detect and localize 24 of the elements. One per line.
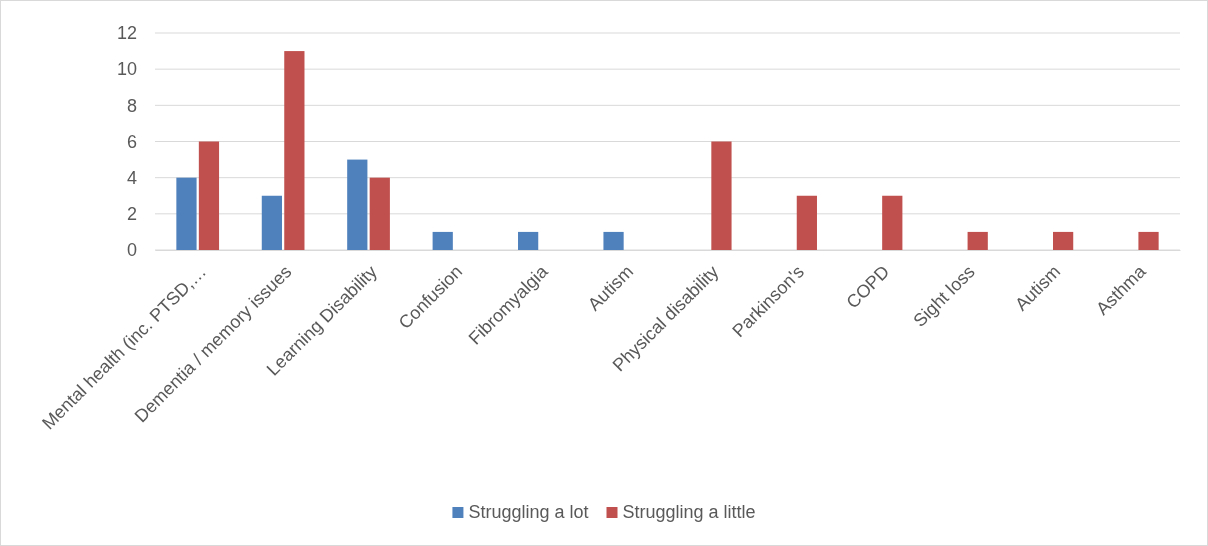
bar — [603, 231, 624, 250]
bar — [796, 195, 817, 250]
y-tick-label: 4 — [126, 167, 137, 188]
bar — [261, 195, 282, 250]
y-tick-label: 6 — [126, 131, 137, 152]
bar — [176, 177, 197, 250]
bar — [711, 141, 732, 250]
bar — [882, 195, 903, 250]
bar — [518, 231, 539, 250]
y-tick-label: 2 — [126, 204, 137, 225]
bar — [198, 141, 220, 250]
y-tick-label: 12 — [116, 23, 137, 44]
bar — [432, 231, 453, 250]
y-tick-label: 10 — [116, 59, 137, 80]
y-tick-label: 8 — [126, 95, 137, 116]
bar — [284, 51, 305, 250]
bar — [1053, 231, 1074, 250]
bar — [347, 159, 368, 250]
bar — [1138, 231, 1159, 250]
legend-label: Struggling a lot — [468, 501, 589, 522]
y-tick-label: 0 — [126, 240, 137, 261]
bar — [967, 231, 988, 250]
bar — [369, 177, 390, 250]
legend-label: Struggling a little — [622, 501, 756, 522]
